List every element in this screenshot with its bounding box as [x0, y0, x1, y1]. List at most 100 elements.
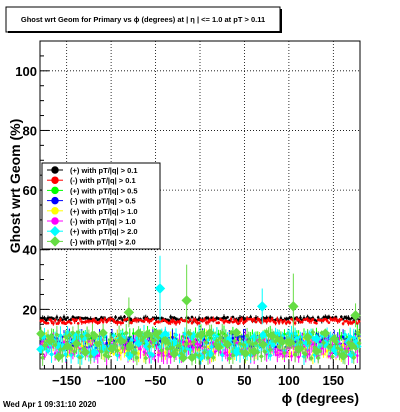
data-point: [232, 338, 238, 344]
data-point: [98, 349, 104, 355]
data-point: [231, 336, 235, 340]
legend-label: (+) with pT/|q| > 2.0: [70, 227, 138, 236]
data-point: [283, 319, 286, 323]
data-point: [327, 354, 331, 358]
data-point: [62, 340, 66, 344]
data-point: [59, 318, 62, 322]
data-point: [49, 225, 61, 237]
data-point: [302, 332, 313, 342]
data-point: [355, 322, 359, 325]
data-point: [114, 352, 120, 358]
data-point: [79, 333, 85, 339]
data-point: [146, 343, 152, 349]
data-point: [213, 350, 217, 354]
data-point: [257, 337, 263, 343]
data-point: [134, 355, 140, 361]
x-tick-label: −150: [52, 373, 81, 388]
legend-label: (+) with pT/|q| > 1.0: [70, 207, 138, 216]
data-point: [190, 321, 194, 325]
data-point: [308, 355, 314, 361]
data-point: [299, 345, 305, 351]
data-point: [156, 353, 160, 357]
data-point: [203, 339, 209, 345]
data-point: [335, 345, 341, 351]
data-point: [191, 331, 197, 337]
data-point: [231, 315, 235, 319]
data-point: [174, 321, 178, 325]
data-point: [194, 319, 197, 323]
data-point: [157, 329, 163, 335]
data-point: [173, 332, 179, 338]
x-tick-label: −100: [96, 373, 125, 388]
data-point: [130, 321, 133, 325]
data-point: [315, 321, 318, 325]
data-point: [300, 320, 304, 324]
data-point: [63, 334, 69, 340]
timestamp: Wed Apr 1 09:31:10 2020: [3, 400, 97, 409]
data-point: [169, 345, 175, 351]
data-point: [272, 320, 276, 323]
data-point: [143, 355, 149, 361]
grid-lines: [40, 41, 360, 369]
data-point: [51, 322, 55, 325]
data-point: [157, 344, 163, 350]
data-point: [184, 345, 190, 351]
data-point: [123, 330, 129, 336]
data-point: [181, 295, 192, 306]
data-point: [241, 342, 247, 348]
data-point: [160, 316, 164, 320]
data-point: [36, 329, 46, 339]
data-point: [274, 350, 277, 354]
x-tick-label: 150: [322, 373, 344, 388]
data-point: [49, 351, 55, 357]
data-point: [341, 335, 345, 339]
data-point: [150, 352, 156, 358]
data-point: [184, 341, 190, 347]
data-point: [306, 315, 309, 319]
data-point: [323, 317, 327, 321]
data-point: [357, 320, 361, 323]
data-point: [41, 319, 45, 322]
data-point: [311, 318, 315, 321]
data-point: [177, 343, 183, 349]
data-point: [146, 318, 149, 322]
data-point: [226, 315, 229, 319]
data-point: [210, 355, 216, 361]
data-point: [88, 353, 94, 359]
data-point: [235, 346, 241, 352]
data-point: [54, 332, 60, 338]
data-point: [237, 341, 243, 347]
data-point: [226, 353, 229, 357]
data-point: [226, 355, 232, 361]
data-point: [217, 321, 221, 325]
data-point: [45, 348, 51, 354]
data-point: [281, 321, 285, 324]
data-point: [265, 320, 269, 323]
data-point: [62, 341, 73, 352]
data-point: [188, 339, 192, 343]
data-point: [235, 330, 241, 336]
data-point: [254, 320, 258, 324]
data-point: [167, 319, 171, 322]
data-point: [325, 319, 329, 322]
data-point: [236, 318, 240, 322]
x-tick-label: 0: [196, 373, 203, 388]
data-point: [268, 319, 272, 323]
data-point: [240, 348, 251, 358]
data-point: [192, 346, 196, 349]
data-point: [151, 317, 155, 321]
data-point: [275, 353, 279, 357]
legend-label: (+) with pT/|q| > 0.1: [70, 166, 138, 175]
data-point: [167, 352, 171, 356]
data-point: [95, 342, 101, 348]
data-point: [306, 340, 312, 346]
data-point: [201, 319, 205, 323]
data-point: [129, 345, 135, 351]
x-tick-label: 100: [278, 373, 300, 388]
data-point: [89, 347, 99, 358]
data-point: [66, 332, 72, 338]
data-point: [244, 333, 250, 339]
data-point: [220, 318, 224, 322]
legend-label: (-) with pT/|q| > 2.0: [70, 237, 136, 246]
data-point: [210, 316, 213, 320]
